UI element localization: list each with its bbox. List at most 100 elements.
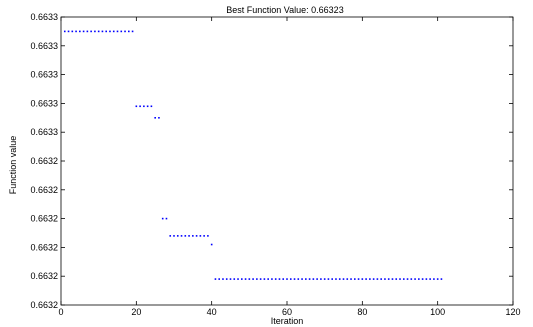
data-point: [414, 278, 416, 280]
plot-frame: [60, 16, 514, 306]
x-tick-label: 40: [207, 307, 217, 317]
data-point: [154, 117, 156, 119]
data-point: [429, 278, 431, 280]
data-point: [402, 278, 405, 280]
data-point: [399, 278, 401, 280]
data-point: [131, 30, 134, 33]
data-point: [301, 278, 303, 280]
data-point: [158, 117, 160, 119]
data-point: [282, 278, 285, 280]
data-point: [233, 278, 236, 280]
data-point: [327, 278, 330, 280]
data-point: [406, 278, 409, 280]
x-tick-label: 20: [131, 307, 141, 317]
data-point: [165, 217, 168, 220]
data-point: [331, 278, 333, 280]
data-point: [312, 278, 315, 280]
data-point: [75, 30, 77, 33]
data-point: [109, 30, 111, 33]
data-point: [391, 278, 394, 280]
data-point: [271, 278, 273, 280]
data-point: [176, 235, 179, 237]
y-tick-label: 0.6632: [30, 300, 58, 310]
data-point: [421, 278, 424, 280]
data-point: [237, 278, 239, 280]
data-point: [289, 278, 292, 280]
data-point: [241, 278, 243, 280]
data-point: [267, 278, 269, 280]
data-point: [222, 278, 224, 280]
data-point: [218, 278, 220, 280]
data-point: [82, 30, 85, 33]
data-point: [143, 105, 145, 108]
data-point: [203, 235, 205, 237]
x-axis-ticks: 0 20 40 60 80 100 120: [58, 17, 521, 317]
data-point: [86, 30, 89, 33]
data-point: [146, 105, 149, 108]
data-point: [384, 278, 386, 280]
data-point: [335, 278, 337, 280]
x-axis-title: Iteration: [271, 316, 304, 326]
y-tick-label: 0.6632: [30, 214, 58, 224]
data-point: [263, 278, 266, 280]
data-point: [376, 278, 379, 280]
data-point: [161, 217, 164, 220]
data-point: [440, 278, 443, 280]
data-point: [150, 105, 153, 108]
data-point: [116, 30, 119, 33]
y-tick-label: 0.6633: [30, 127, 58, 137]
data-point: [357, 278, 360, 280]
x-tick-label: 60: [282, 307, 292, 317]
data-point: [199, 235, 202, 237]
data-point: [338, 278, 341, 280]
data-point: [316, 278, 318, 280]
data-point: [354, 278, 356, 280]
data-markers: [63, 30, 443, 280]
data-point: [308, 278, 311, 280]
data-point: [71, 30, 74, 33]
data-point: [297, 278, 300, 280]
data-point: [120, 30, 123, 33]
data-point: [274, 278, 277, 280]
data-point: [105, 30, 107, 33]
y-axis-title: Function value: [8, 136, 18, 195]
data-point: [305, 278, 307, 280]
data-point: [410, 278, 413, 280]
data-point: [395, 278, 398, 280]
data-point: [101, 30, 104, 33]
data-point: [79, 30, 81, 33]
data-point: [252, 278, 254, 280]
data-point: [286, 278, 288, 280]
data-point: [225, 278, 228, 280]
data-point: [320, 278, 322, 280]
y-tick-label: 0.6632: [30, 242, 58, 252]
data-point: [173, 235, 175, 237]
data-point: [433, 278, 435, 280]
data-point: [214, 278, 217, 280]
data-point: [128, 30, 130, 33]
data-point: [346, 278, 349, 280]
data-point: [365, 278, 367, 280]
data-point: [436, 278, 439, 280]
data-point: [256, 278, 258, 280]
x-tick-label: 80: [357, 307, 367, 317]
data-point: [229, 278, 232, 280]
data-point: [210, 243, 213, 246]
data-point: [97, 30, 100, 33]
data-point: [418, 278, 420, 280]
data-point: [380, 278, 382, 280]
x-tick-label: 120: [505, 307, 520, 317]
data-point: [342, 278, 345, 280]
data-point: [387, 278, 390, 280]
y-tick-label: 0.6633: [30, 70, 58, 80]
data-point: [90, 30, 92, 33]
data-point: [195, 235, 198, 237]
y-tick-label: 0.6633: [30, 41, 58, 51]
data-point: [293, 278, 296, 280]
y-tick-label: 0.6632: [30, 185, 58, 195]
data-point: [63, 30, 66, 33]
data-point: [184, 235, 187, 237]
data-point: [259, 278, 262, 280]
data-point: [124, 30, 126, 33]
